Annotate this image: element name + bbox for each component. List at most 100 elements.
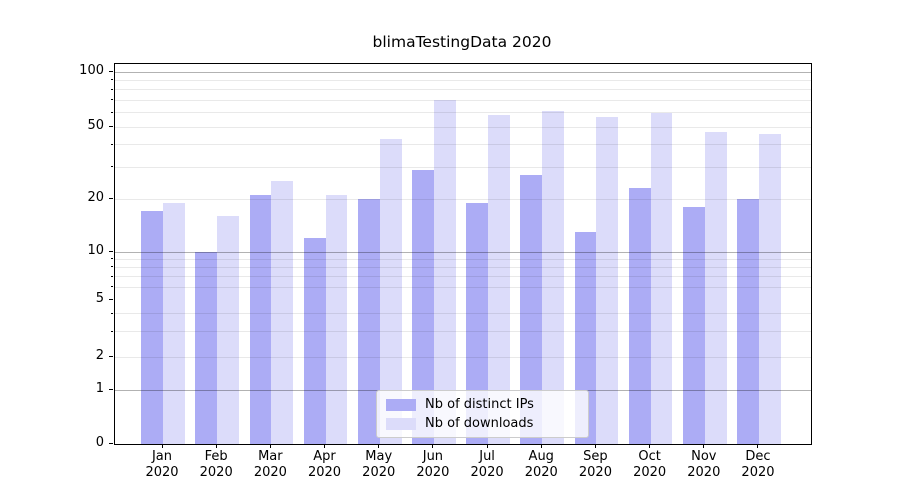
x-tick-label-year: 2020: [687, 464, 721, 480]
bar-downloads-mar: [271, 181, 294, 444]
y-minor-tick-mark: [111, 111, 113, 113]
bar-distinct-ips-oct: [628, 188, 651, 444]
x-tick-label: Oct 2020: [622, 449, 678, 480]
x-tick-label: Jun 2020: [405, 449, 461, 480]
x-tick-label-month: Jan: [151, 449, 173, 464]
x-tick-label-month: Dec: [745, 449, 771, 464]
x-tick-label-year: 2020: [633, 464, 667, 480]
x-tick-label: Feb 2020: [188, 449, 244, 480]
gridline-minor: [115, 126, 811, 128]
y-tick-label: 0: [95, 435, 104, 450]
y-minor-tick-mark: [111, 88, 113, 90]
gridline-minor: [115, 112, 811, 114]
bar-distinct-ips-mar: [249, 195, 272, 444]
y-tick-label: 50: [87, 118, 104, 133]
gridline-minor: [115, 313, 811, 315]
x-tick-mark: [161, 444, 163, 448]
gridline-minor: [115, 144, 811, 146]
x-tick-mark: [594, 444, 596, 448]
x-tick-label-month: Mar: [258, 449, 283, 464]
x-tick-label-month: Nov: [691, 449, 717, 464]
y-minor-tick-mark: [111, 356, 113, 357]
bar-downloads-jul: [488, 115, 510, 444]
x-tick-label-year: 2020: [307, 464, 342, 480]
x-tick-label-year: 2020: [470, 464, 504, 480]
y-minor-tick-mark: [111, 79, 113, 81]
x-tick-label-year: 2020: [578, 464, 612, 480]
bar-distinct-ips-may: [357, 199, 380, 444]
gridline-major: [115, 71, 811, 73]
bar-distinct-ips-dec: [737, 199, 759, 444]
gridline-minor: [115, 331, 811, 333]
bar-distinct-ips-feb: [195, 252, 218, 444]
bar-distinct-ips-jun: [412, 169, 434, 444]
y-tick-label: 5: [95, 291, 104, 306]
y-minor-tick-mark: [111, 286, 113, 288]
gridline-minor: [115, 99, 811, 101]
legend-swatch-distinct-ips: [386, 398, 416, 411]
x-tick-label-month: Feb: [204, 449, 228, 464]
x-tick-mark: [486, 444, 488, 448]
y-tick-label: 10: [87, 243, 104, 258]
x-tick-mark: [432, 444, 434, 448]
y-tick-label: 100: [79, 63, 104, 78]
x-tick-mark: [703, 444, 705, 448]
x-tick-label-month: May: [365, 449, 393, 464]
x-tick-label-year: 2020: [199, 464, 233, 480]
bar-distinct-ips-aug: [520, 175, 543, 444]
x-tick-label-month: Oct: [638, 449, 661, 464]
gridline-major: [115, 251, 811, 253]
x-tick-mark: [324, 444, 326, 448]
y-minor-tick-mark: [111, 275, 113, 277]
y-tick-label: 20: [87, 190, 104, 205]
legend-label-distinct-ips: Nb of distinct IPs: [425, 397, 534, 412]
grid-layer: [115, 64, 811, 444]
x-tick-label-year: 2020: [145, 464, 179, 480]
x-tick-mark: [540, 444, 542, 448]
gridline-minor: [115, 79, 811, 81]
bar-downloads-aug: [542, 111, 565, 444]
y-tick-label: 2: [95, 348, 104, 363]
x-tick-label: Apr 2020: [297, 449, 353, 480]
bar-downloads-nov: [704, 131, 727, 444]
y-minor-tick-mark: [111, 198, 113, 199]
y-minor-tick-mark: [111, 258, 113, 260]
x-tick-mark: [378, 444, 380, 448]
bar-downloads-jun: [433, 100, 456, 444]
bars-layer: [115, 64, 811, 444]
bar-downloads-may: [379, 138, 402, 444]
x-tick-mark: [269, 444, 271, 448]
gridline-minor: [115, 276, 811, 278]
gridline-minor: [115, 166, 811, 168]
x-tick-label: Mar 2020: [242, 449, 298, 480]
gridline-minor: [115, 266, 811, 268]
bar-distinct-ips-nov: [683, 207, 705, 444]
x-tick-label-year: 2020: [524, 464, 558, 480]
legend-swatch-downloads: [386, 417, 416, 430]
y-minor-tick-mark: [111, 330, 113, 332]
y-tick-label: 1: [95, 381, 104, 396]
x-tick-label-month: Sep: [583, 449, 608, 464]
bar-downloads-dec: [758, 133, 781, 444]
x-tick-mark: [757, 444, 759, 448]
x-tick-label-month: Aug: [528, 449, 554, 464]
y-tick-mark: [109, 71, 113, 72]
legend-item-downloads: Nb of downloads: [386, 416, 579, 431]
x-tick-label: Sep 2020: [567, 449, 623, 480]
gridline-minor: [115, 89, 811, 91]
bar-distinct-ips-apr: [303, 238, 326, 444]
y-minor-tick-mark: [111, 126, 113, 127]
y-minor-tick-mark: [111, 266, 113, 268]
bar-downloads-jan: [163, 202, 185, 444]
legend-item-distinct-ips: Nb of distinct IPs: [386, 397, 579, 412]
gridline-minor: [115, 356, 811, 358]
x-tick-label-month: Apr: [313, 449, 336, 464]
x-tick-label: Jul 2020: [459, 449, 515, 480]
x-tick-label-year: 2020: [741, 464, 775, 480]
gridline-minor: [115, 198, 811, 200]
x-tick-label: Nov 2020: [676, 449, 732, 480]
y-tick-mark: [109, 389, 113, 390]
gridline-minor: [115, 286, 811, 288]
bar-distinct-ips-jul: [466, 202, 489, 444]
